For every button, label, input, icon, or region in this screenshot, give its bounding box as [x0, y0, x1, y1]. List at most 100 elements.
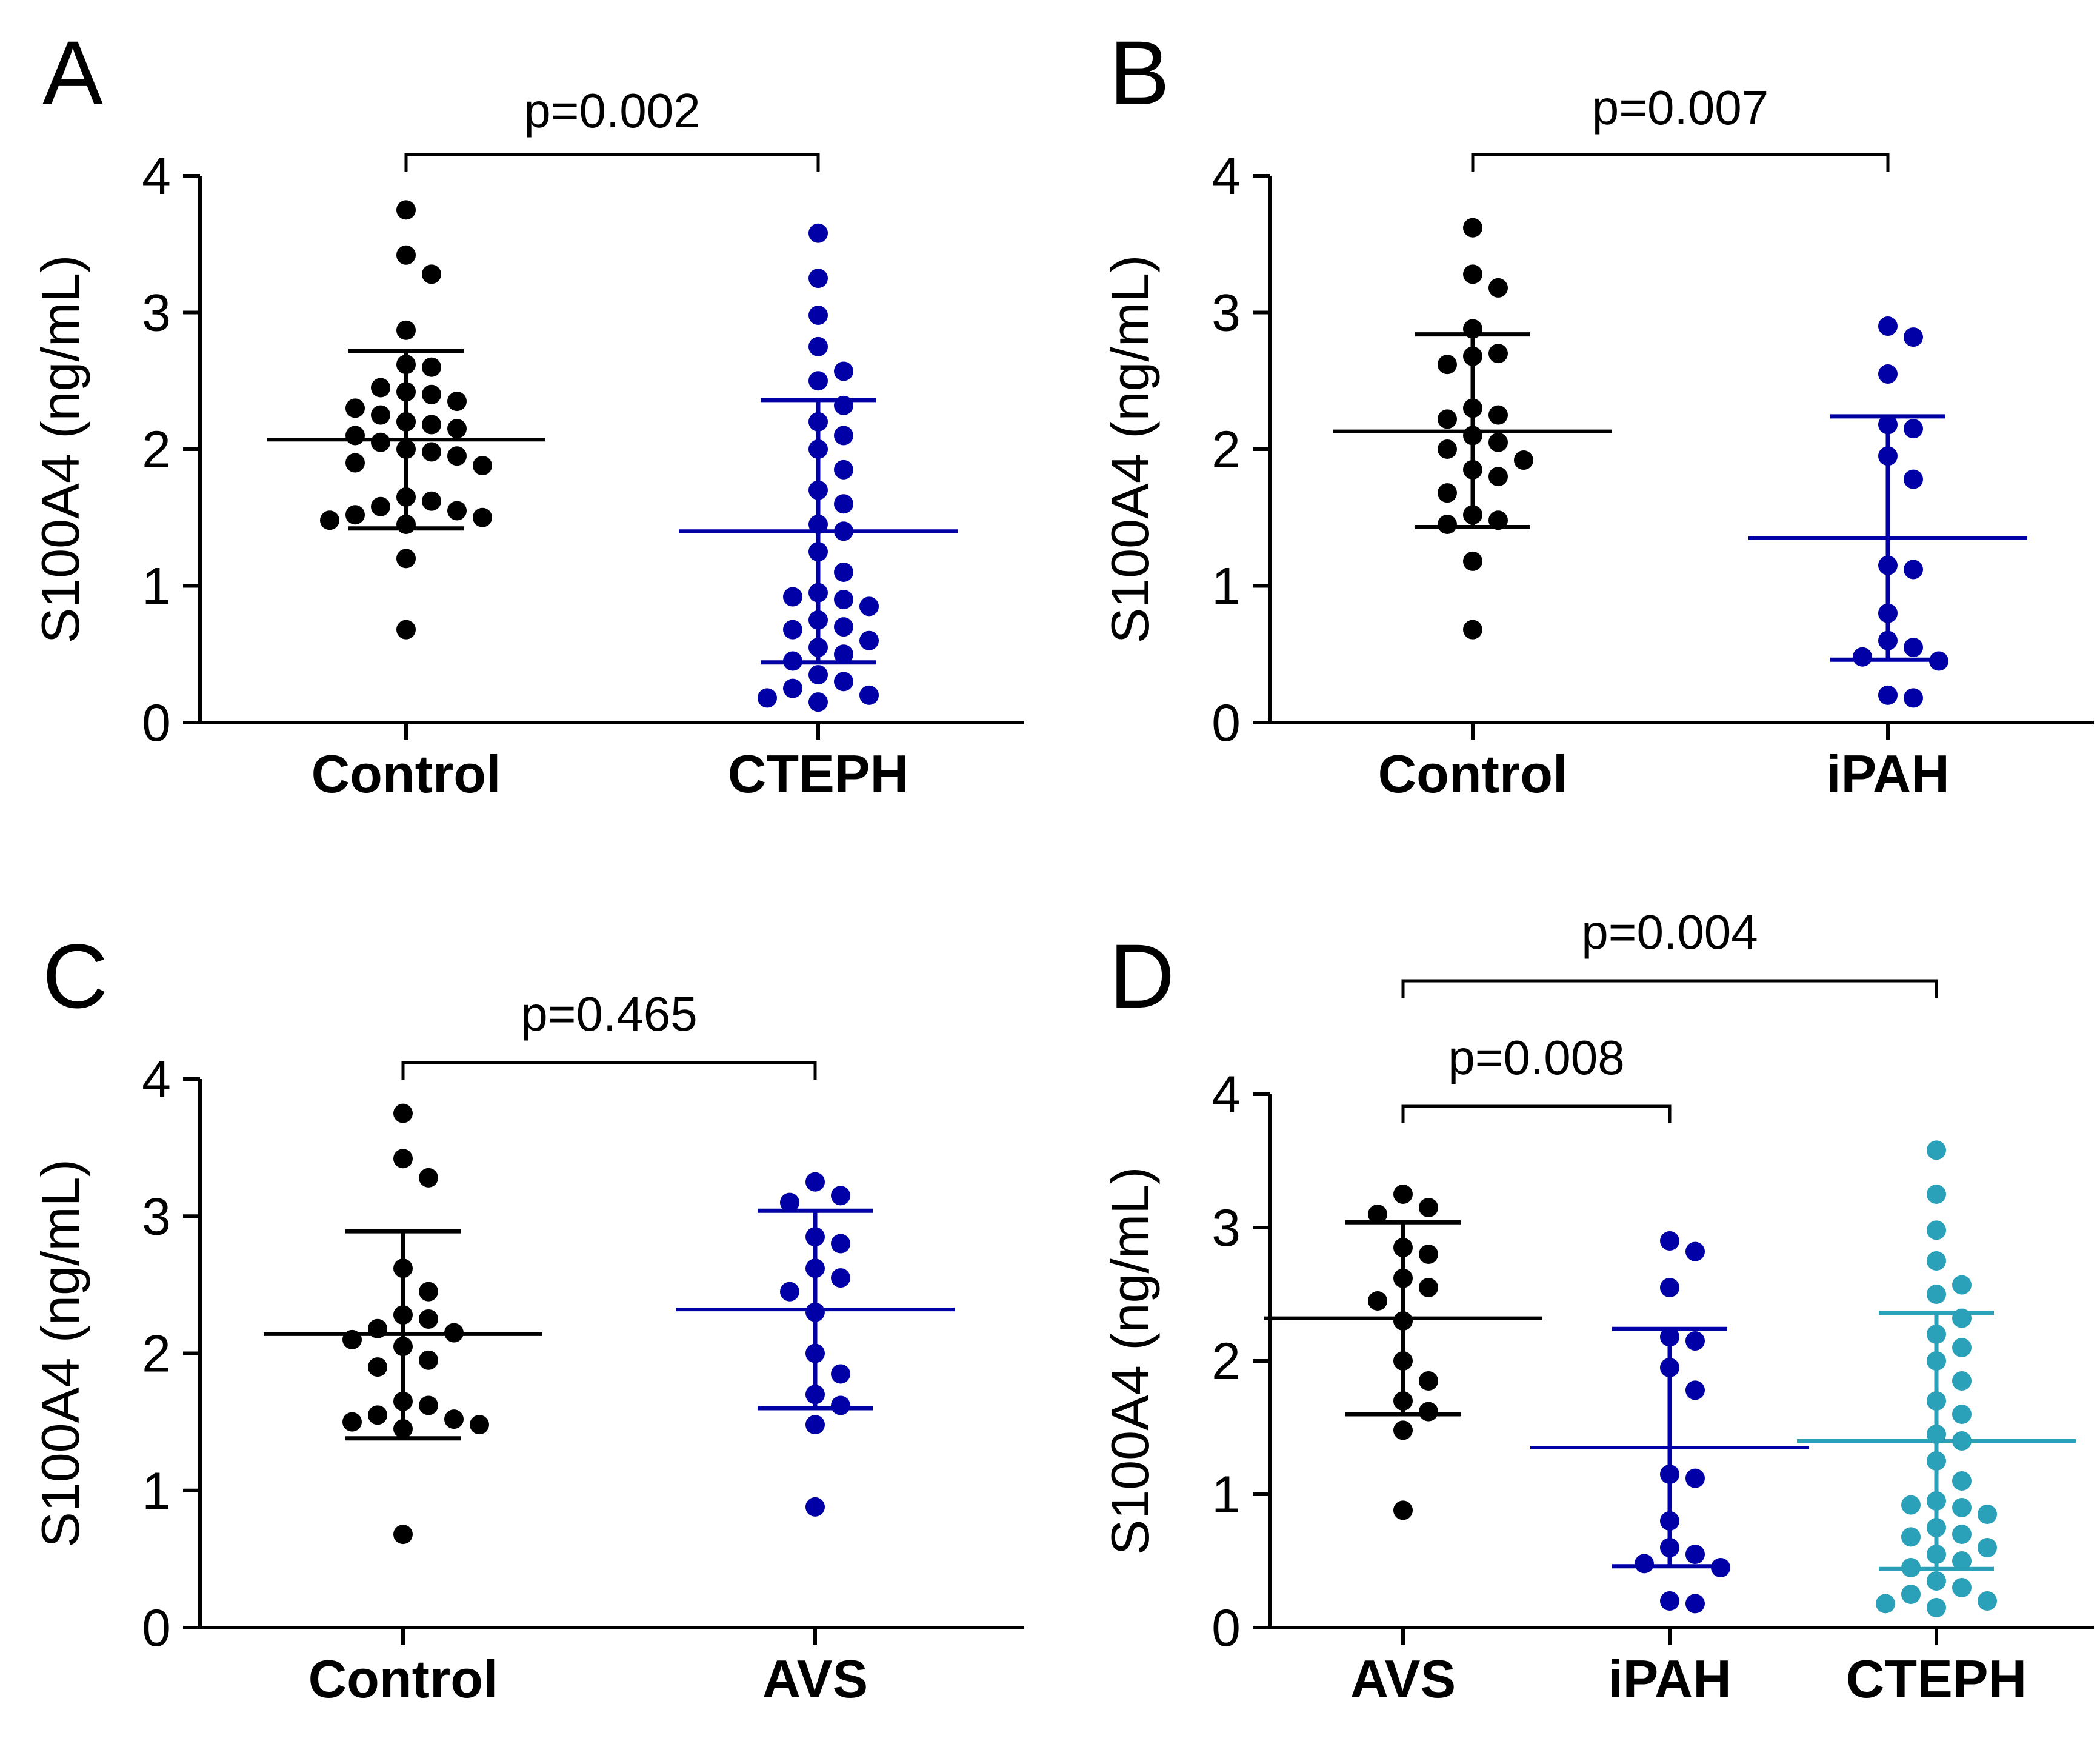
panel-letter-b: B	[1109, 22, 1170, 124]
panel-c-point-control	[419, 1395, 438, 1415]
panel-b-point-ipah	[1878, 364, 1898, 384]
panel-b-y-tick-label: 0	[1212, 694, 1241, 752]
panel-c-x-tick-label: AVS	[762, 1649, 868, 1709]
panel-d-y-tick-label: 3	[1212, 1199, 1241, 1257]
panel-d-x-tick-label: CTEPH	[1846, 1649, 2027, 1709]
panel-b-y-tick-label: 2	[1212, 421, 1241, 479]
panel-c-y-axis-label: S100A4 (ng/mL)	[30, 1159, 90, 1548]
panel-b-point-control	[1463, 264, 1482, 284]
panel-b-point-control	[1488, 467, 1508, 487]
panel-a-point-control	[473, 507, 492, 527]
panel-a-point-control	[320, 510, 339, 530]
panel-d-y-tick-label: 0	[1212, 1599, 1241, 1657]
panel-d-p-value: p=0.008	[1448, 1031, 1624, 1084]
panel-b-point-control	[1438, 355, 1457, 375]
panel-d-point-cteph	[1901, 1527, 1921, 1547]
panel-b-x-tick-label: iPAH	[1826, 744, 1950, 804]
panel-d-y-axis-label: S100A4 (ng/mL)	[1100, 1167, 1160, 1556]
panel-d-point-ipah	[1660, 1278, 1679, 1297]
panel-a-point-control	[422, 442, 441, 462]
panel-d-point-cteph	[1927, 1140, 1946, 1160]
panel-b-x-tick-label: Control	[1378, 744, 1568, 804]
panel-d-point-avs	[1419, 1198, 1438, 1217]
panel-b-bracket	[1471, 153, 1890, 172]
panel-a-point-cteph	[859, 685, 879, 705]
panel-a-point-cteph	[834, 494, 853, 514]
panel-a-point-control	[447, 446, 467, 466]
panel-b-point-control	[1438, 515, 1457, 535]
panel-a-point-control	[371, 432, 390, 452]
panel-d-point-ipah	[1660, 1231, 1679, 1251]
panel-d-point-ipah	[1685, 1241, 1705, 1261]
panel-d-point-cteph	[1952, 1338, 1972, 1357]
panel-c-y-tick-label: 2	[142, 1325, 171, 1383]
panel-b-point-ipah	[1904, 419, 1923, 439]
panel-d-point-cteph	[1901, 1585, 1921, 1604]
panel-letter-c: C	[42, 925, 108, 1027]
panel-b-y-tick-label: 4	[1212, 147, 1241, 206]
panel-b-point-ipah	[1853, 647, 1872, 667]
panel-d-point-avs	[1393, 1500, 1413, 1520]
panel-b-point-control	[1514, 450, 1533, 470]
panel-b-point-control	[1463, 218, 1482, 238]
panel-letter-d: D	[1109, 925, 1175, 1027]
panel-a-point-cteph	[834, 617, 853, 637]
panel-d-point-ipah	[1685, 1594, 1705, 1614]
panel-a-point-cteph	[834, 562, 853, 582]
panel-c-bracket	[401, 1061, 817, 1080]
panel-b-p-value: p=0.007	[1592, 81, 1768, 135]
panel-b-y-tick-label: 3	[1212, 284, 1241, 343]
panel-a-y-tick-label: 3	[142, 284, 171, 343]
panel-a-y-tick-label: 1	[142, 558, 171, 616]
panel-c-point-control	[393, 1525, 413, 1545]
panel-d-point-ipah	[1660, 1591, 1679, 1611]
panel-a-point-control	[422, 491, 441, 511]
panel-d-point-cteph	[1952, 1498, 1972, 1517]
panel-c-point-control	[419, 1309, 438, 1329]
panel-a-point-cteph	[834, 426, 853, 446]
panel-b-point-control	[1463, 551, 1482, 571]
panel-d-point-ipah	[1635, 1554, 1654, 1574]
panel-d-y-tick-label: 1	[1212, 1466, 1241, 1524]
panel-d-x-tick-label: AVS	[1350, 1649, 1456, 1709]
panel-d-point-ipah	[1685, 1545, 1705, 1564]
panel-c-point-control	[470, 1415, 489, 1435]
panel-b-point-control	[1488, 432, 1508, 452]
panel-c-point-control	[368, 1405, 387, 1425]
panel-d-bracket	[1401, 1104, 1672, 1123]
panel-a-point-control	[396, 549, 416, 569]
panel-a-point-control	[422, 357, 441, 377]
panel-c-y-tick-label: 1	[142, 1462, 171, 1520]
panel-d-point-cteph	[1901, 1495, 1921, 1515]
panel-b-point-ipah	[1878, 685, 1898, 705]
panel-a-point-control	[422, 384, 441, 404]
panel-d-x-tick-label: iPAH	[1608, 1649, 1732, 1709]
panel-a-y-tick-label: 0	[142, 694, 171, 752]
panel-d-point-cteph	[1952, 1371, 1972, 1391]
panel-a-y-tick-label: 4	[142, 147, 171, 206]
panel-a-point-cteph	[783, 620, 802, 640]
panel-letter-a: A	[42, 22, 104, 124]
panel-d-point-cteph	[1978, 1538, 1997, 1557]
panel-c-p-value: p=0.465	[521, 987, 697, 1041]
panel-a-point-cteph	[834, 590, 853, 610]
panel-d-point-avs	[1419, 1402, 1438, 1422]
panel-d-point-avs	[1368, 1291, 1387, 1311]
panel-b-point-ipah	[1904, 560, 1923, 580]
panel-b-point-ipah	[1904, 688, 1923, 708]
panel-b-point-control	[1438, 409, 1457, 429]
panel-d-point-cteph	[1927, 1251, 1946, 1271]
panel-a-bracket	[404, 153, 820, 172]
panel-a-point-control	[447, 392, 467, 412]
panel-b-point-control	[1438, 483, 1457, 503]
panel-d-point-cteph	[1952, 1405, 1972, 1424]
panel-d-point-cteph	[1952, 1275, 1972, 1295]
panel-b-point-control	[1463, 620, 1482, 640]
panel-a-point-cteph	[834, 644, 853, 664]
panel-c-point-avs	[831, 1186, 850, 1206]
panel-c-point-control	[393, 1149, 413, 1169]
panel-a-point-cteph	[834, 361, 853, 381]
panel-c-plot: 0 1 2 3 4 S100A4 (ng/mL) Control AVS p=0.465	[30, 987, 1024, 1709]
panel-b-point-control	[1488, 405, 1508, 425]
